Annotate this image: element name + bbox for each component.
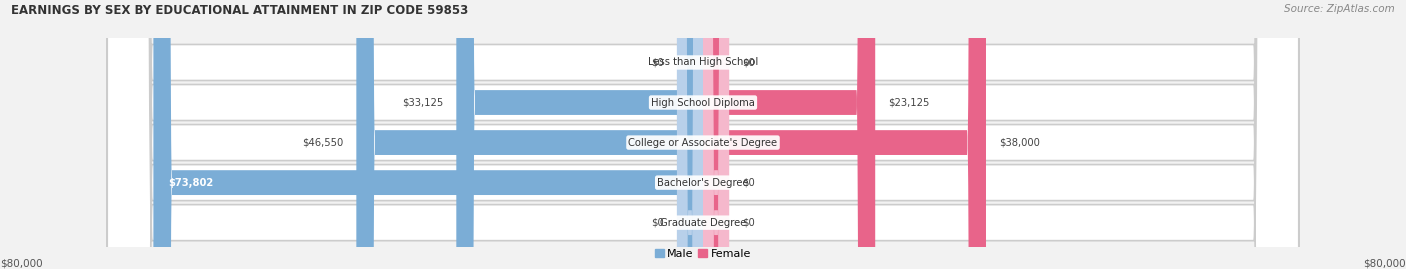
Text: $0: $0: [742, 58, 755, 68]
Text: $80,000: $80,000: [1364, 258, 1406, 268]
Text: $0: $0: [742, 178, 755, 187]
Text: College or Associate's Degree: College or Associate's Degree: [628, 137, 778, 148]
Text: $0: $0: [651, 218, 664, 228]
Text: High School Diploma: High School Diploma: [651, 98, 755, 108]
Text: Less than High School: Less than High School: [648, 58, 758, 68]
FancyBboxPatch shape: [457, 0, 703, 269]
Text: $0: $0: [742, 218, 755, 228]
FancyBboxPatch shape: [676, 0, 703, 269]
FancyBboxPatch shape: [703, 0, 730, 269]
FancyBboxPatch shape: [703, 0, 730, 269]
Text: $80,000: $80,000: [0, 258, 42, 268]
FancyBboxPatch shape: [153, 0, 703, 269]
FancyBboxPatch shape: [107, 0, 1299, 269]
Text: Source: ZipAtlas.com: Source: ZipAtlas.com: [1284, 4, 1395, 14]
FancyBboxPatch shape: [107, 0, 1299, 269]
Text: Bachelor's Degree: Bachelor's Degree: [657, 178, 749, 187]
FancyBboxPatch shape: [703, 0, 730, 269]
FancyBboxPatch shape: [703, 0, 875, 269]
Text: $0: $0: [651, 58, 664, 68]
Legend: Male, Female: Male, Female: [651, 245, 755, 263]
Text: $23,125: $23,125: [889, 98, 929, 108]
FancyBboxPatch shape: [356, 0, 703, 269]
Text: $46,550: $46,550: [302, 137, 343, 148]
FancyBboxPatch shape: [676, 0, 703, 269]
FancyBboxPatch shape: [107, 0, 1299, 269]
Text: $38,000: $38,000: [1000, 137, 1040, 148]
FancyBboxPatch shape: [107, 0, 1299, 269]
FancyBboxPatch shape: [107, 0, 1299, 269]
FancyBboxPatch shape: [703, 0, 986, 269]
Text: EARNINGS BY SEX BY EDUCATIONAL ATTAINMENT IN ZIP CODE 59853: EARNINGS BY SEX BY EDUCATIONAL ATTAINMEN…: [11, 4, 468, 17]
Text: $33,125: $33,125: [402, 98, 443, 108]
Text: Graduate Degree: Graduate Degree: [659, 218, 747, 228]
Text: $73,802: $73,802: [169, 178, 214, 187]
